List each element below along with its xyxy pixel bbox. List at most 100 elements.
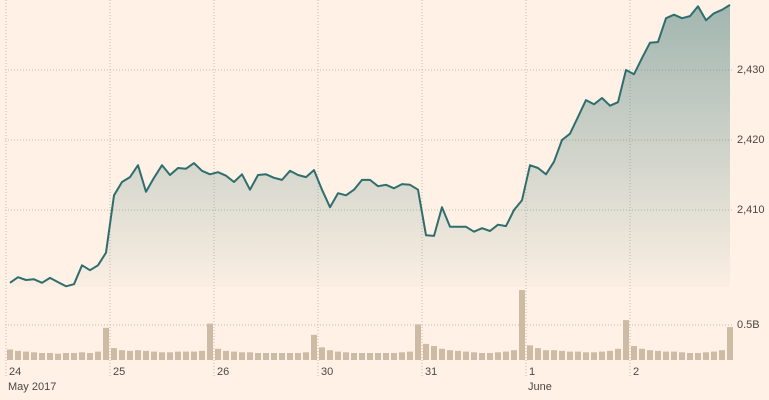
x-group-label: May 2017 <box>8 381 56 393</box>
x-tick-label: 25 <box>113 366 125 378</box>
volume-bar <box>231 351 237 360</box>
volume-bar <box>543 350 549 360</box>
volume-bar <box>399 352 405 360</box>
volume-bar <box>303 352 309 360</box>
volume-bar <box>575 351 581 360</box>
volume-bar <box>103 327 109 360</box>
volume-bar <box>23 351 29 360</box>
volume-bar <box>503 351 509 360</box>
volume-bar <box>319 347 325 360</box>
volume-bar <box>135 350 141 360</box>
x-tick-label: 30 <box>321 366 333 378</box>
volume-bar <box>375 353 381 360</box>
volume-bar <box>295 353 301 360</box>
volume-bar <box>663 351 669 360</box>
x-tick-label: 31 <box>425 366 437 378</box>
volume-bar <box>175 351 181 360</box>
volume-bar <box>183 351 189 360</box>
volume-bar <box>159 352 165 360</box>
volume-bar <box>567 351 573 360</box>
volume-bar <box>479 353 485 360</box>
volume-bar <box>87 353 93 360</box>
volume-bar <box>47 353 53 360</box>
volume-bar <box>263 353 269 360</box>
y-tick-label: 2,430 <box>737 64 765 76</box>
volume-bar <box>143 350 149 360</box>
price-line <box>9 4 731 288</box>
volume-bar <box>367 353 373 360</box>
y-tick-label: 2,410 <box>737 204 765 216</box>
volume-bar <box>431 346 437 360</box>
volume-bar <box>279 353 285 360</box>
volume-bar <box>679 352 685 360</box>
volume-bar <box>207 323 213 360</box>
volume-bar <box>655 350 661 360</box>
volume-bar <box>463 351 469 360</box>
volume-bar <box>535 348 541 360</box>
x-tick-label: 2 <box>633 366 639 378</box>
volume-bar <box>167 352 173 360</box>
volume-bar <box>343 352 349 360</box>
volume-bar <box>455 350 461 360</box>
volume-bar <box>7 349 13 360</box>
volume-bar <box>511 350 517 360</box>
volume-bar <box>287 353 293 360</box>
volume-bar <box>639 348 645 360</box>
volume-bar <box>359 353 365 360</box>
volume-bar <box>591 352 597 360</box>
volume-bar <box>615 348 621 360</box>
volume-bar <box>199 350 205 360</box>
volume-bar <box>239 352 245 360</box>
volume-bar <box>247 352 253 360</box>
volume-bar <box>695 353 701 360</box>
volume-bar <box>63 353 69 360</box>
x-group-label: June <box>528 381 552 393</box>
volume-bar <box>623 320 629 360</box>
volume-bar <box>487 353 493 360</box>
y2-tick-label: 0.5B <box>737 319 760 331</box>
volume-bar <box>351 353 357 360</box>
volume-bar <box>31 352 37 360</box>
volume-bar <box>391 353 397 360</box>
volume-bar <box>559 350 565 360</box>
x-tick-label: 1 <box>529 366 535 378</box>
volume-bar <box>271 353 277 360</box>
volume-bar <box>631 346 637 360</box>
volume-bar <box>327 350 333 360</box>
volume-bar <box>671 351 677 360</box>
x-tick-label: 24 <box>9 366 21 378</box>
volume-bar <box>55 353 61 360</box>
volume-bar <box>711 351 717 360</box>
volume-bar <box>71 353 77 360</box>
volume-bar <box>583 352 589 360</box>
volume-bar <box>727 327 733 360</box>
volume-bar <box>111 348 117 360</box>
volume-bar <box>255 353 261 360</box>
volume-bar <box>15 350 21 360</box>
volume-bar <box>439 348 445 360</box>
volume-bar <box>519 290 525 360</box>
volume-bar <box>151 351 157 360</box>
volume-bar <box>79 352 85 360</box>
volume-bar <box>495 352 501 360</box>
volume-bar <box>119 350 125 360</box>
volume-bar <box>407 351 413 360</box>
volume-bar <box>423 343 429 360</box>
volume-bar <box>527 345 533 360</box>
volume-bar <box>191 351 197 360</box>
volume-bar <box>311 334 317 360</box>
volume-bar <box>95 351 101 360</box>
volume-bar <box>719 350 725 360</box>
volume-bar <box>215 348 221 360</box>
volume-bar <box>447 350 453 360</box>
volume-bar <box>703 352 709 360</box>
volume-bar <box>39 353 45 360</box>
volume-bar <box>383 353 389 360</box>
volume-bar <box>415 324 421 360</box>
volume-bar <box>687 353 693 360</box>
volume-bar <box>599 351 605 360</box>
volume-bar <box>335 351 341 360</box>
volume-bar <box>607 350 613 360</box>
y-tick-label: 2,420 <box>737 134 765 146</box>
